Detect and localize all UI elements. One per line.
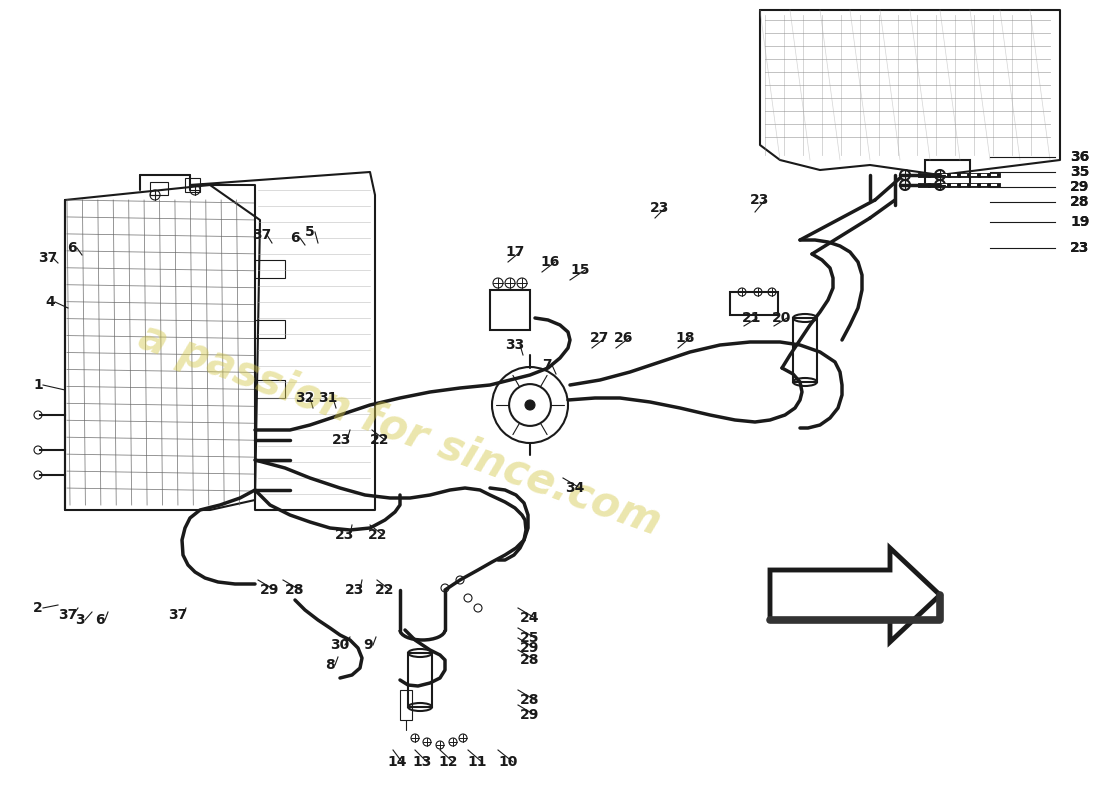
Text: 36: 36 — [1070, 150, 1089, 164]
Text: 35: 35 — [1070, 165, 1089, 179]
Text: 27: 27 — [591, 331, 609, 345]
Text: 28: 28 — [520, 653, 540, 667]
Text: 31: 31 — [318, 391, 338, 405]
Text: 23: 23 — [336, 528, 354, 542]
Text: 23: 23 — [650, 201, 670, 215]
Polygon shape — [770, 548, 940, 642]
Text: 22: 22 — [368, 528, 387, 542]
Text: 3: 3 — [75, 613, 85, 627]
Text: 15: 15 — [570, 263, 590, 277]
Bar — [793, 318, 817, 382]
Text: 33: 33 — [505, 338, 525, 352]
Bar — [490, 290, 530, 330]
Text: 23: 23 — [1070, 241, 1089, 255]
Text: 29: 29 — [520, 708, 540, 722]
Text: 37: 37 — [58, 608, 78, 622]
Text: 23: 23 — [345, 583, 365, 597]
Bar — [730, 292, 778, 315]
Text: 28: 28 — [285, 583, 305, 597]
Text: 5: 5 — [305, 225, 315, 239]
Text: 22: 22 — [375, 583, 395, 597]
Text: 37: 37 — [39, 251, 57, 265]
Text: 29: 29 — [261, 583, 279, 597]
Bar — [185, 178, 200, 192]
Bar — [150, 182, 168, 195]
Bar — [400, 690, 412, 720]
Text: 26: 26 — [614, 331, 634, 345]
Text: 28: 28 — [1070, 195, 1089, 209]
Bar — [255, 320, 285, 338]
Text: 4: 4 — [45, 295, 55, 309]
Text: 23: 23 — [1070, 241, 1089, 255]
Text: 22: 22 — [371, 433, 389, 447]
Text: 1: 1 — [33, 378, 43, 392]
Text: 29: 29 — [520, 641, 540, 655]
Text: 37: 37 — [168, 608, 188, 622]
Text: 18: 18 — [675, 331, 695, 345]
Text: 25: 25 — [520, 631, 540, 645]
Text: 36: 36 — [1070, 150, 1089, 164]
Text: 12: 12 — [438, 755, 458, 769]
Text: 29: 29 — [1070, 180, 1089, 194]
Text: 14: 14 — [387, 755, 407, 769]
Text: 6: 6 — [67, 241, 77, 255]
Text: 6: 6 — [290, 231, 300, 245]
Text: 34: 34 — [565, 481, 585, 495]
Text: 30: 30 — [330, 638, 350, 652]
Circle shape — [525, 400, 535, 410]
Text: 10: 10 — [498, 755, 518, 769]
Text: 6: 6 — [96, 613, 104, 627]
Text: 19: 19 — [1070, 215, 1089, 229]
Text: 9: 9 — [363, 638, 373, 652]
Text: 7: 7 — [542, 358, 552, 372]
Bar — [255, 380, 285, 398]
Text: a passion for since.com: a passion for since.com — [133, 316, 667, 544]
Text: 23: 23 — [332, 433, 352, 447]
Text: 2: 2 — [33, 601, 43, 615]
Bar — [925, 160, 970, 185]
Text: 21: 21 — [742, 311, 761, 325]
Text: 13: 13 — [412, 755, 431, 769]
Text: 19: 19 — [1070, 215, 1089, 229]
Text: 11: 11 — [468, 755, 486, 769]
Text: 17: 17 — [505, 245, 525, 259]
Text: 29: 29 — [1070, 180, 1089, 194]
Bar — [255, 260, 285, 278]
Text: 28: 28 — [520, 693, 540, 707]
Text: 20: 20 — [772, 311, 792, 325]
Text: 35: 35 — [1070, 165, 1089, 179]
Text: 16: 16 — [540, 255, 560, 269]
Text: 24: 24 — [520, 611, 540, 625]
Text: 28: 28 — [1070, 195, 1089, 209]
Text: 37: 37 — [252, 228, 272, 242]
Bar — [408, 653, 432, 707]
Text: 32: 32 — [295, 391, 315, 405]
Text: 8: 8 — [326, 658, 334, 672]
Text: 23: 23 — [750, 193, 770, 207]
